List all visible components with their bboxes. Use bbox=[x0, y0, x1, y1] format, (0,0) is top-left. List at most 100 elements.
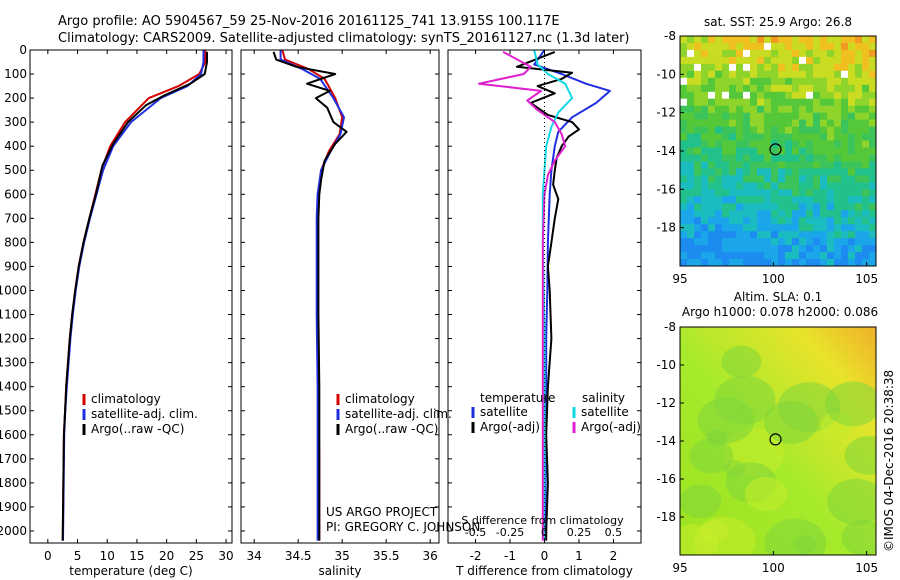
sst-map-cell bbox=[813, 203, 821, 211]
sst-map-cell bbox=[687, 231, 695, 239]
sst-map-cell bbox=[722, 147, 730, 156]
sst-map-cell bbox=[729, 168, 737, 176]
sst-map-cell bbox=[813, 196, 821, 204]
depth-ytick-label: 100 bbox=[4, 67, 27, 81]
sst-map-cell bbox=[743, 238, 751, 246]
depth-ytick-label: 1400 bbox=[0, 380, 27, 394]
sst-map-cell bbox=[757, 161, 765, 170]
sst-map-cell bbox=[750, 182, 758, 190]
sst-map-cell bbox=[771, 56, 779, 65]
sst-map-cell bbox=[820, 238, 828, 246]
sst-map-cell bbox=[848, 49, 856, 58]
sst-map-cell bbox=[736, 63, 744, 72]
sst-map-cell bbox=[687, 112, 695, 121]
sst-map-cell bbox=[862, 119, 870, 128]
difference-top-tick-label: 0.25 bbox=[567, 526, 592, 539]
sst-map-cell bbox=[708, 203, 716, 211]
sst-map-cell bbox=[771, 154, 779, 163]
sst-map-cell bbox=[708, 63, 716, 72]
sst-map-cell bbox=[785, 133, 793, 142]
sst-map-cell bbox=[715, 231, 723, 239]
sst-map-cell bbox=[841, 259, 849, 266]
sla-map-blob bbox=[825, 381, 876, 427]
sst-map-cell bbox=[855, 203, 863, 211]
sst-map-cell bbox=[750, 210, 758, 218]
sst-map-cell bbox=[743, 217, 751, 225]
sla-map-blob bbox=[721, 345, 762, 378]
sst-map-cell bbox=[750, 203, 758, 211]
sst-map-cell bbox=[694, 231, 702, 239]
sst-map-cell bbox=[715, 154, 723, 163]
sst-map-cell bbox=[687, 224, 695, 232]
sst-map-cell bbox=[694, 168, 702, 176]
sst-map-cell bbox=[687, 43, 695, 51]
sst-map-cell bbox=[820, 105, 828, 114]
sst-map-cell bbox=[869, 70, 876, 79]
sst-map-cell bbox=[701, 147, 709, 156]
sst-map-cell bbox=[813, 105, 821, 114]
sla-map-blob bbox=[689, 438, 734, 474]
sst-map-cell bbox=[715, 63, 723, 72]
temperature-xtick-label: 30 bbox=[218, 549, 233, 563]
sst-map-cell bbox=[729, 77, 737, 86]
sst-map-cell bbox=[785, 252, 793, 260]
sst-map-cell bbox=[841, 203, 849, 211]
sst-map-cell bbox=[701, 70, 709, 79]
depth-ytick-label: 800 bbox=[4, 235, 27, 249]
sst-map-cell bbox=[694, 105, 702, 114]
sst-map-cell bbox=[820, 168, 828, 176]
sst-map-cell bbox=[771, 224, 779, 232]
sst-map-cell bbox=[827, 161, 835, 170]
sst-map-cell bbox=[750, 126, 758, 135]
sst-map-cell bbox=[820, 147, 828, 156]
sst-map-cell bbox=[694, 49, 702, 58]
sst-map-cell bbox=[694, 70, 702, 79]
temperature-xtick-label: 20 bbox=[159, 549, 174, 563]
sst-map-cell bbox=[722, 154, 730, 163]
sst-map-cell bbox=[806, 175, 814, 183]
sst-map-cell bbox=[736, 252, 744, 260]
sst-map-cell bbox=[764, 203, 772, 211]
sst-map-cell bbox=[785, 154, 793, 163]
sst-map-cell bbox=[764, 231, 772, 239]
sst-map-cell bbox=[834, 84, 842, 93]
sst-map-cell bbox=[869, 43, 876, 51]
sst-map-cell bbox=[708, 36, 716, 44]
sst-map-cell bbox=[827, 217, 835, 225]
sst-map-cell bbox=[862, 43, 870, 51]
sst-map-cell bbox=[834, 252, 842, 260]
sst-map-cell bbox=[680, 140, 688, 149]
sst-map-cell bbox=[680, 63, 688, 72]
sst-map-cell bbox=[869, 231, 876, 239]
sst-map-cell bbox=[862, 238, 870, 246]
sst-map-cell bbox=[792, 252, 800, 260]
sst-map-cell bbox=[869, 84, 876, 93]
sst-map-cell bbox=[701, 245, 709, 253]
sst-map-cell bbox=[806, 210, 814, 218]
sst-map-cell bbox=[715, 112, 723, 121]
sst-map-cell bbox=[694, 77, 702, 86]
sst-map-cell bbox=[764, 112, 772, 121]
sst-map-cell bbox=[862, 231, 870, 239]
sla-map-ytick-label: -18 bbox=[656, 510, 676, 524]
sst-map-cell bbox=[841, 133, 849, 142]
sst-map-cell bbox=[778, 140, 786, 149]
sst-map-cell bbox=[708, 43, 716, 51]
sst-map-cell bbox=[848, 189, 856, 197]
sst-map-cell bbox=[792, 196, 800, 204]
sst-map-cell bbox=[757, 63, 765, 72]
sst-map-cell bbox=[757, 36, 765, 44]
sst-map-cell bbox=[841, 210, 849, 218]
depth-ytick-label: 1900 bbox=[0, 500, 27, 514]
sst-map-cell bbox=[729, 238, 737, 246]
sst-map-cell bbox=[680, 56, 688, 65]
sst-map-cell bbox=[687, 133, 695, 142]
sst-map-cell bbox=[778, 154, 786, 163]
depth-ytick-label: 300 bbox=[4, 115, 27, 129]
sst-map-cell bbox=[757, 70, 765, 79]
sst-map-cell bbox=[869, 147, 876, 156]
sst-map-cell bbox=[827, 203, 835, 211]
sst-map-cell bbox=[869, 105, 876, 114]
sst-map-cell bbox=[848, 252, 856, 260]
temperature-xtick-label: 10 bbox=[100, 549, 115, 563]
